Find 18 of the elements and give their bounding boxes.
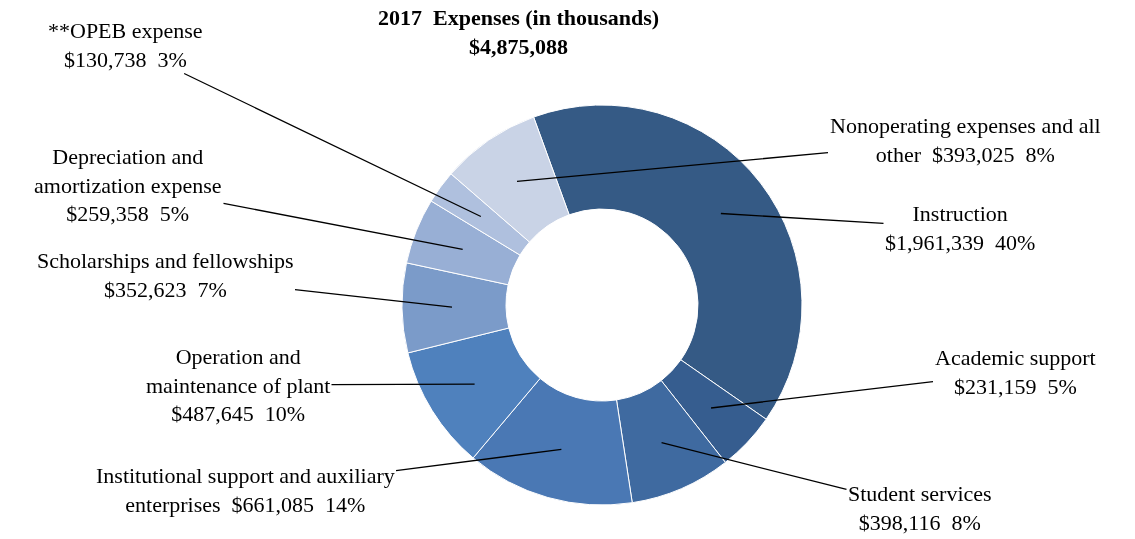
data-label: $1,961,339 40% — [885, 229, 1036, 255]
data-label: $352,623 7% — [103, 276, 227, 302]
chart-title: 2017 Expenses (in thousands) — [378, 5, 660, 30]
data-label: $487,645 10% — [171, 401, 306, 427]
slice-label: **OPEB expense — [48, 18, 203, 43]
slice-label: Depreciation and amortization expense — [34, 144, 222, 198]
data-label: $130,738 3% — [63, 46, 187, 72]
data-label: $259,358 5% — [66, 201, 190, 227]
data-label: $231,159 5% — [953, 373, 1077, 399]
slice-label: Institutional support and auxiliary enterprises $661,085 14% — [96, 463, 395, 517]
slice-label: Academic support — [935, 345, 1096, 370]
slice-label: Scholarships and fellowships — [37, 248, 294, 273]
data-label: $398,116 8% — [858, 509, 981, 535]
slice-label: Student services — [848, 481, 992, 506]
text: $4,875,088 — [469, 33, 569, 59]
slice-label: Instruction — [912, 201, 1008, 226]
slice-label: Operation and maintenance of plant — [146, 344, 331, 398]
slice-label: Nonoperating expenses and all other $393,025 8% — [830, 113, 1101, 167]
